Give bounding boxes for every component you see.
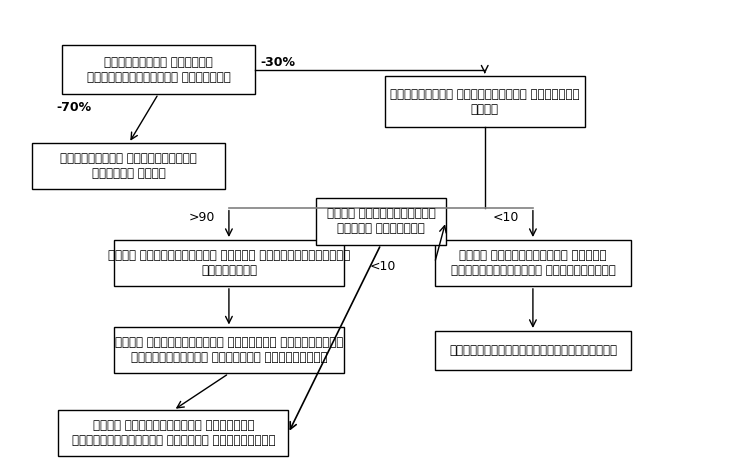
Text: நோய் எதிர்ப்புச் சக்தியை உருவாகும்
திசுக்களின் வீக்கம் ஏற்படுதல்: நோய் எதிர்ப்புச் சக்தியை உருவாகும் திசுக… xyxy=(115,336,343,364)
Text: நோய் எதிர்ப்புச் சக்தி செயல்பாட்டில்
உள்ளபோது: நோய் எதிர்ப்புச் சக்தி செயல்பாட்டில் உள்… xyxy=(108,249,350,277)
FancyBboxPatch shape xyxy=(114,328,344,373)
Text: <10: <10 xyxy=(492,211,518,224)
Text: >90: >90 xyxy=(188,211,214,224)
FancyBboxPatch shape xyxy=(114,240,344,286)
FancyBboxPatch shape xyxy=(435,240,631,286)
FancyBboxPatch shape xyxy=(62,45,255,94)
FancyBboxPatch shape xyxy=(316,199,446,245)
Text: காசநோய்த் தொற்றுக்கு ஆளாகும்
நிலை: காசநோய்த் தொற்றுக்கு ஆளாகும் நிலை xyxy=(390,88,580,116)
FancyBboxPatch shape xyxy=(435,331,631,370)
Text: காசநோய்க் கிருமி
உள்ளவர்களுடன் தொடர்பு: காசநோய்க் கிருமி உள்ளவர்களுடன் தொடர்பு xyxy=(87,55,230,83)
Text: நோய் எதிர்ப்புச்
சக்தி குறைதல்: நோய் எதிர்ப்புச் சக்தி குறைதல் xyxy=(326,207,436,235)
FancyBboxPatch shape xyxy=(385,76,585,127)
Text: நோய் எதிர்ப்புச் சக்தியை
செயல்படுவதில் தாமதம் ஏற்படுதல்: நோய் எதிர்ப்புச் சக்தியை செயல்படுவதில் த… xyxy=(72,419,275,447)
Text: காசநோயால்பாதிக்கப்படலாம்: காசநோயால்பாதிக்கப்படலாம் xyxy=(449,344,617,357)
Text: <10: <10 xyxy=(370,260,396,273)
Text: -70%: -70% xyxy=(56,101,91,114)
Text: -30%: -30% xyxy=(261,56,296,69)
Text: நோய் எதிர்ப்புச் சக்தி
செயல்பாட்டில் இல்லாதபோது: நோய் எதிர்ப்புச் சக்தி செயல்பாட்டில் இல்… xyxy=(450,249,616,277)
Text: காசநோய்த் தொற்றுக்கு
ஆளாகாத நிலை: காசநோய்த் தொற்றுக்கு ஆளாகாத நிலை xyxy=(61,152,197,180)
FancyBboxPatch shape xyxy=(58,410,288,456)
FancyBboxPatch shape xyxy=(32,143,225,189)
